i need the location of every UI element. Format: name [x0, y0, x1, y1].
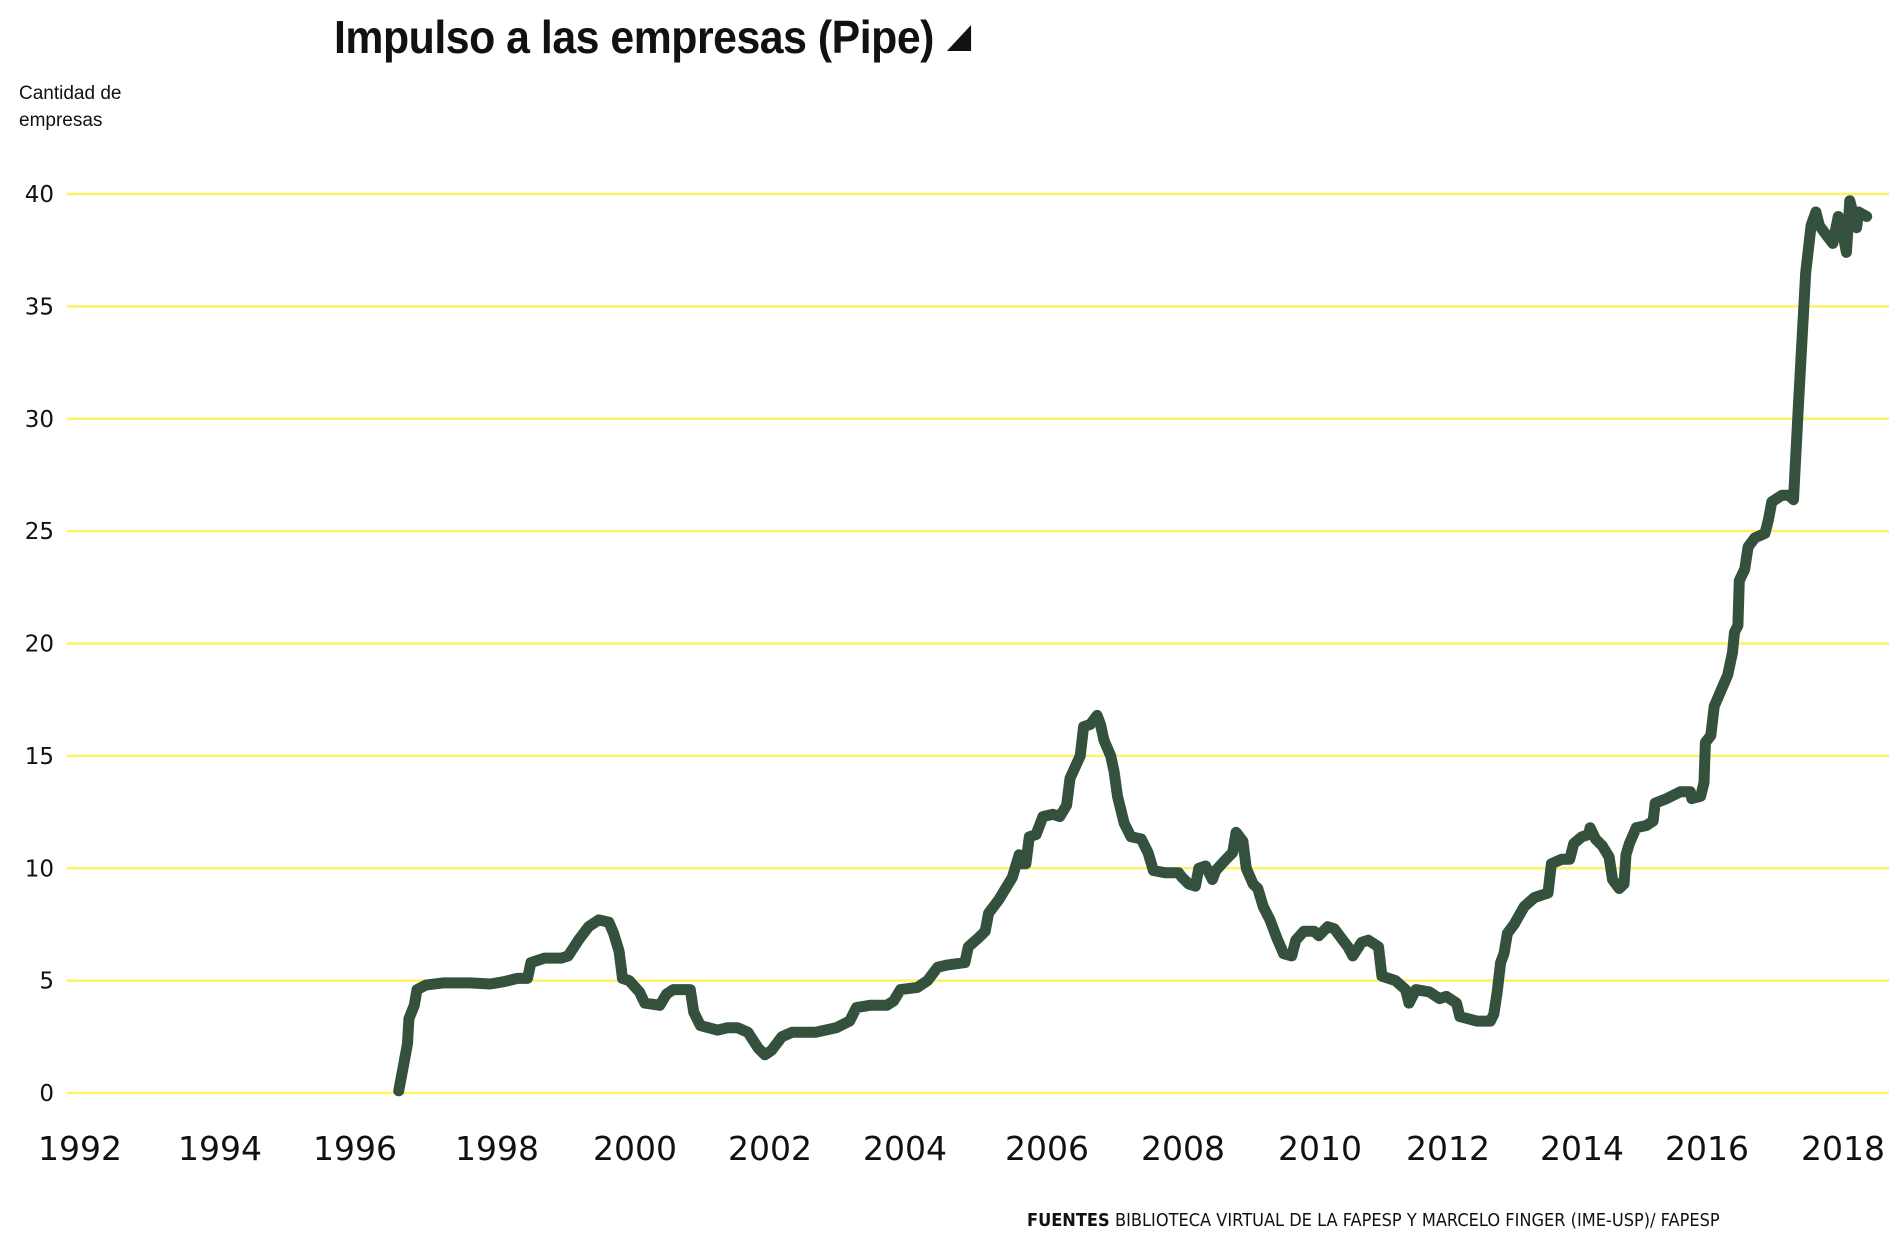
- chart-title: Impulso a las empresas (Pipe): [334, 10, 972, 64]
- source-label: FUENTES: [1027, 1210, 1110, 1231]
- y-tick-label: 15: [25, 744, 54, 770]
- y-axis-ticks: 0 5 10 15 20 25 30 35 40: [25, 182, 54, 1107]
- x-tick-label: 2000: [593, 1129, 677, 1168]
- x-tick-label: 2004: [863, 1129, 947, 1168]
- y-axis-label: Cantidad de empresas: [19, 80, 159, 134]
- x-axis-ticks: 1992 1994 1996 1998 2000 2002 2004 2006 2008 2010…: [38, 1129, 1885, 1168]
- series-group: [393, 195, 1873, 1097]
- x-tick-label: 2016: [1665, 1129, 1749, 1168]
- y-axis-label-line2: empresas: [19, 110, 103, 131]
- triangle-icon: [946, 25, 972, 51]
- x-tick-label: 2006: [1005, 1129, 1089, 1168]
- x-tick-label: 2002: [728, 1129, 812, 1168]
- y-tick-label: 25: [25, 519, 54, 545]
- chart-title-text: Impulso a las empresas (Pipe): [334, 11, 934, 63]
- source-text: BIBLIOTECA VIRTUAL DE LA FAPESP Y MARCEL…: [1115, 1210, 1720, 1231]
- x-tick-label: 2012: [1406, 1129, 1490, 1168]
- y-tick-label: 5: [39, 969, 54, 995]
- source-footer: FUENTES BIBLIOTECA VIRTUAL DE LA FAPESP Y…: [1027, 1210, 1720, 1231]
- y-tick-label: 35: [25, 294, 54, 320]
- x-tick-label: 2010: [1278, 1129, 1362, 1168]
- y-tick-label: 40: [25, 182, 54, 208]
- x-tick-label: 1992: [38, 1129, 122, 1168]
- x-tick-label: 1996: [313, 1129, 397, 1168]
- x-tick-label: 2018: [1801, 1129, 1885, 1168]
- gridlines: [67, 192, 1889, 1095]
- x-tick-label: 1998: [455, 1129, 539, 1168]
- series-line: [393, 195, 1873, 1097]
- x-tick-label: 1994: [178, 1129, 262, 1168]
- y-tick-label: 20: [25, 632, 54, 658]
- x-tick-label: 2014: [1540, 1129, 1624, 1168]
- x-tick-label: 2008: [1141, 1129, 1225, 1168]
- y-tick-label: 0: [39, 1081, 54, 1107]
- y-tick-label: 30: [25, 407, 54, 433]
- y-axis-label-line1: Cantidad de: [19, 83, 122, 104]
- y-tick-label: 10: [25, 856, 54, 882]
